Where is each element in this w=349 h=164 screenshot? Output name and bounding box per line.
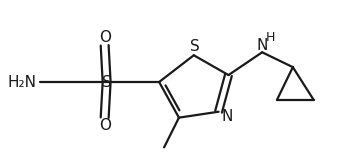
- Text: H₂N: H₂N: [7, 74, 36, 90]
- Text: H: H: [265, 31, 275, 44]
- Text: S: S: [102, 74, 112, 90]
- Text: N: N: [257, 38, 268, 53]
- Text: O: O: [99, 118, 111, 133]
- Text: N: N: [222, 109, 233, 124]
- Text: S: S: [190, 39, 200, 54]
- Text: O: O: [99, 30, 111, 45]
